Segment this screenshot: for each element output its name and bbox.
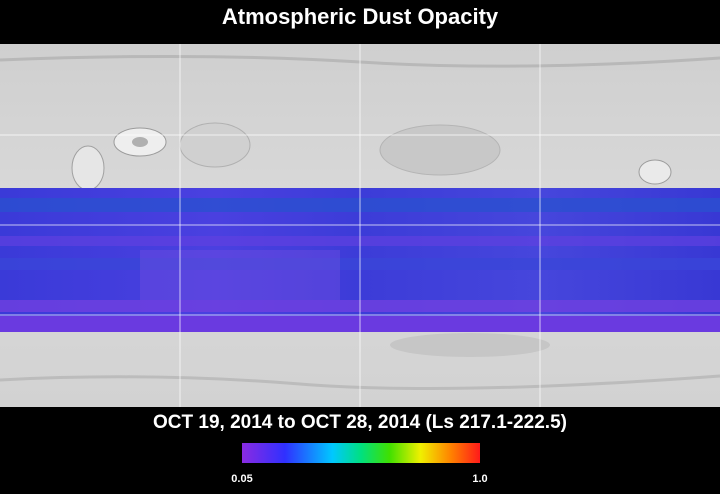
title: Atmospheric Dust Opacity xyxy=(222,4,499,29)
terrain-patch xyxy=(179,122,251,168)
volcano xyxy=(638,159,672,185)
terrain-ridge xyxy=(0,374,720,390)
terrain-patch xyxy=(379,124,501,176)
dust-patch xyxy=(140,250,340,300)
colorbar xyxy=(242,443,480,463)
colorbar-tick-label: 1.0 xyxy=(472,473,487,485)
map xyxy=(0,44,720,407)
volcano xyxy=(71,145,105,191)
terrain-patch xyxy=(390,333,550,357)
graticule xyxy=(0,44,720,407)
date-range: OCT 19, 2014 to OCT 28, 2014 (Ls 217.1-2… xyxy=(153,412,567,433)
volcano xyxy=(132,137,148,147)
colorbar-tick-label: 0.05 xyxy=(231,473,252,485)
